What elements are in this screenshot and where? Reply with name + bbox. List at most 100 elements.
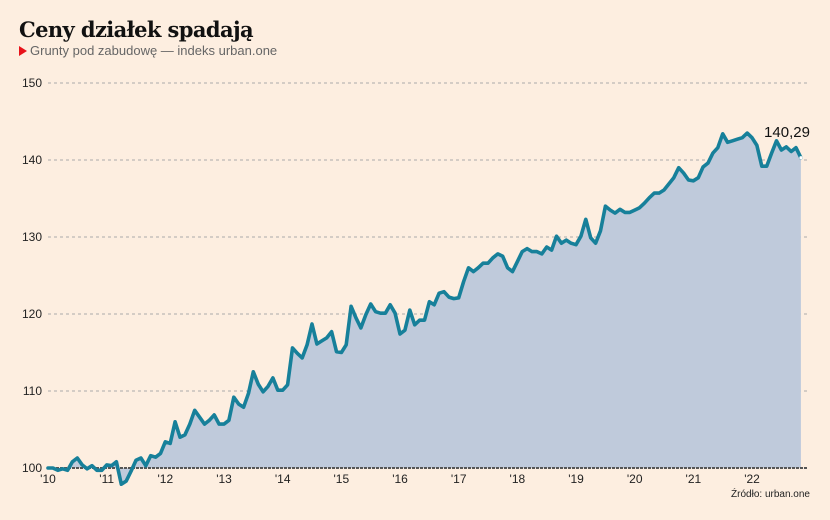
data-point xyxy=(731,139,734,142)
data-point xyxy=(188,423,191,426)
x-tick-label: '10 xyxy=(40,472,56,486)
data-point xyxy=(355,316,358,319)
data-point xyxy=(452,297,455,300)
data-point xyxy=(692,179,695,182)
data-point xyxy=(755,144,758,147)
data-point xyxy=(711,152,714,155)
data-point xyxy=(785,145,788,148)
data-point xyxy=(614,212,617,215)
data-point xyxy=(345,343,348,346)
data-point xyxy=(51,467,54,470)
data-point xyxy=(687,179,690,182)
data-point xyxy=(760,165,763,168)
data-point xyxy=(320,339,323,342)
data-point xyxy=(105,463,108,466)
data-point xyxy=(565,239,568,242)
data-point xyxy=(139,457,142,460)
data-point xyxy=(399,333,402,336)
data-point xyxy=(66,469,69,472)
data-point xyxy=(379,312,382,315)
data-point xyxy=(516,260,519,263)
data-point xyxy=(619,208,622,211)
data-point xyxy=(653,192,656,195)
data-point xyxy=(521,250,524,253)
data-point xyxy=(169,442,172,445)
x-tick-label: '22 xyxy=(744,472,760,486)
data-point xyxy=(174,420,177,423)
data-point xyxy=(501,255,504,258)
data-point xyxy=(540,252,543,255)
data-point xyxy=(462,280,465,283)
data-point xyxy=(496,252,499,255)
data-point xyxy=(658,192,661,195)
data-point xyxy=(663,189,666,192)
data-point xyxy=(584,218,587,221)
x-axis-ticks: '10 '11 '12 '13 '14 '15 '16 '17 '18 '19 '20 '21 '22 xyxy=(40,472,760,486)
subtitle-text: Grunty pod zabudowę — indeks urban.one xyxy=(30,43,278,58)
y-tick-label: 100 xyxy=(22,461,42,475)
data-point xyxy=(110,464,113,467)
data-point xyxy=(315,343,318,346)
data-point xyxy=(526,247,529,250)
data-point xyxy=(535,250,538,253)
x-tick-label: '16 xyxy=(392,472,408,486)
data-point xyxy=(472,270,475,273)
data-point xyxy=(403,329,406,332)
x-tick-label: '21 xyxy=(686,472,702,486)
data-point xyxy=(780,149,783,152)
data-point xyxy=(276,389,279,392)
series-area xyxy=(48,133,801,485)
data-point xyxy=(633,209,636,212)
data-point xyxy=(301,356,304,359)
data-point xyxy=(56,469,59,472)
data-point xyxy=(364,313,367,316)
data-point xyxy=(428,300,431,303)
data-point xyxy=(550,249,553,252)
data-point xyxy=(135,459,138,462)
data-point xyxy=(71,460,74,463)
data-point xyxy=(389,303,392,306)
data-point xyxy=(413,323,416,326)
data-point xyxy=(672,176,675,179)
series-line xyxy=(46,131,803,486)
data-point xyxy=(716,146,719,149)
data-point xyxy=(179,436,182,439)
data-point xyxy=(47,467,50,470)
x-tick-label: '14 xyxy=(275,472,291,486)
data-point xyxy=(721,132,724,135)
x-tick-label: '13 xyxy=(216,472,232,486)
data-point xyxy=(242,406,245,409)
data-point xyxy=(795,146,798,149)
x-tick-label: '12 xyxy=(158,472,174,486)
data-point xyxy=(120,483,123,486)
data-point xyxy=(677,166,680,169)
data-point xyxy=(198,416,201,419)
data-point xyxy=(746,132,749,135)
x-tick-label: '17 xyxy=(451,472,467,486)
data-point xyxy=(467,266,470,269)
data-point xyxy=(340,351,343,354)
data-point xyxy=(291,346,294,349)
data-point xyxy=(408,309,411,312)
triangle-marker-icon xyxy=(19,45,27,56)
data-point xyxy=(628,211,631,214)
y-tick-label: 110 xyxy=(23,384,42,398)
data-point xyxy=(555,235,558,238)
data-point xyxy=(447,296,450,299)
data-point xyxy=(751,136,754,139)
data-point xyxy=(91,464,94,467)
data-point xyxy=(154,456,157,459)
data-point xyxy=(457,296,460,299)
data-point xyxy=(604,205,607,208)
data-point xyxy=(374,310,377,313)
data-point xyxy=(208,419,211,422)
data-point xyxy=(359,326,362,329)
data-point xyxy=(144,464,147,467)
data-point xyxy=(95,469,98,472)
data-point xyxy=(286,383,289,386)
data-point xyxy=(227,419,230,422)
data-point xyxy=(531,250,534,253)
data-point xyxy=(482,262,485,265)
data-point xyxy=(623,211,626,214)
chart-title: Ceny działek spadają xyxy=(19,17,254,42)
